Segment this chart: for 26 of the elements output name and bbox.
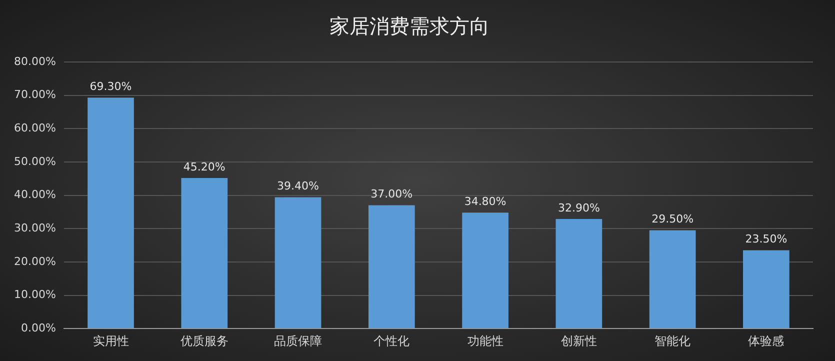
y-tick-label: 40.00% bbox=[14, 188, 56, 202]
x-tick-label: 智能化 bbox=[654, 334, 691, 348]
data-label: 45.20% bbox=[183, 160, 226, 174]
y-tick-label: 20.00% bbox=[14, 254, 56, 268]
y-tick-label: 70.00% bbox=[14, 88, 56, 102]
y-tick-label: 30.00% bbox=[14, 221, 56, 234]
y-tick-label: 80.00% bbox=[14, 54, 56, 68]
x-tick-label: 品质保障 bbox=[274, 334, 322, 348]
x-tick-label: 功能性 bbox=[467, 334, 504, 348]
x-tick-label: 实用性 bbox=[92, 334, 129, 348]
x-tick-label: 优质服务 bbox=[180, 334, 228, 348]
y-tick-label: 0.00% bbox=[20, 321, 56, 334]
data-label: 69.30% bbox=[90, 80, 132, 94]
chart-title: 家居消费需求方向 bbox=[330, 14, 490, 38]
data-label: 39.40% bbox=[277, 180, 319, 193]
x-tick-label: 个性化 bbox=[374, 334, 410, 348]
y-tick-label: 10.00% bbox=[14, 288, 56, 302]
y-tick-label: 60.00% bbox=[14, 122, 56, 135]
x-tick-label: 创新性 bbox=[560, 334, 597, 348]
x-tick-label: 体验感 bbox=[748, 334, 784, 348]
y-tick-label: 50.00% bbox=[14, 154, 56, 168]
data-label: 37.00% bbox=[370, 188, 413, 201]
data-label: 34.80% bbox=[464, 194, 506, 208]
data-label: 29.50% bbox=[652, 212, 694, 226]
data-label: 23.50% bbox=[745, 232, 788, 246]
data-label: 32.90% bbox=[558, 201, 600, 214]
